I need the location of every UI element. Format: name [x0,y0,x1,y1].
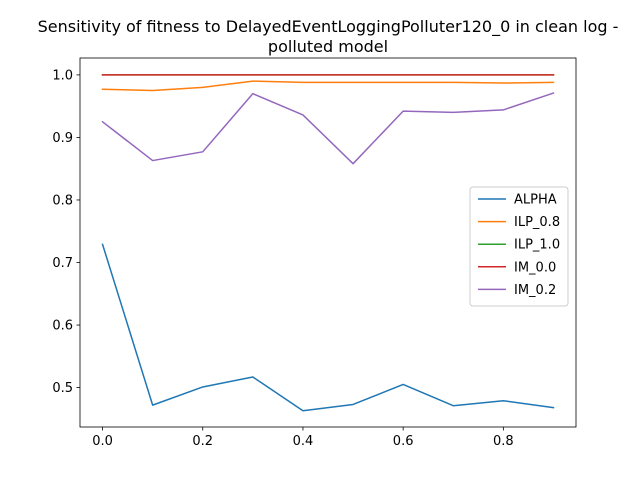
y-tick-label: 0.6 [52,319,73,334]
axes-layer: 0.0 0.2 0.4 0.6 0.8 0.5 0.6 0.7 0.8 0.9 1.0 [52,57,577,449]
y-tick-label: 0.5 [52,381,73,396]
x-tick-label: 0.0 [92,434,113,449]
legend-label: IM_0.2 [514,283,556,298]
x-tick-label: 0.2 [192,434,213,449]
y-tick-label: 0.9 [52,131,73,146]
x-tick-label: 0.6 [393,434,414,449]
legend: ALPHA ILP_0.8 ILP_1.0 IM_0.0 IM_0.2 [469,186,569,307]
legend-label: ALPHA [514,193,557,208]
y-tick-label: 0.8 [52,193,73,208]
series-layer [101,74,555,412]
chart-title-line1: Sensitivity of fitness to DelayedEventLo… [38,17,619,37]
axes-frame [79,57,577,428]
legend-box [469,186,569,307]
series-line-im-0-2 [101,92,555,165]
legend-label: ILP_1.0 [514,238,560,253]
chart-title-line2: polluted model [268,37,388,56]
y-tick-label: 0.7 [52,256,73,271]
series-line-alpha [101,243,555,412]
legend-label: IM_0.0 [514,260,556,275]
x-tick-label: 0.8 [493,434,514,449]
legend-label: ILP_0.8 [514,215,560,230]
x-tick-label: 0.4 [293,434,314,449]
series-line-ilp-0-8 [101,80,555,92]
y-tick-label: 1.0 [52,68,73,83]
